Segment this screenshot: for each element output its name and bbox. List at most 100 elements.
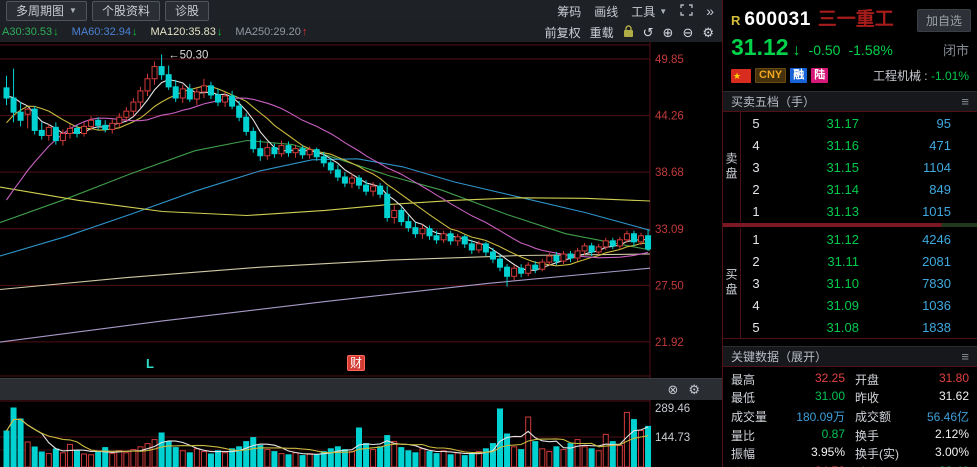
volume: 1838 xyxy=(922,319,951,335)
candle xyxy=(285,145,292,154)
ask-row-1[interactable]: 1 31.13 1015 xyxy=(741,200,977,222)
market-status: 闭市 xyxy=(942,43,969,58)
undo-icon[interactable]: ↺ xyxy=(642,24,654,40)
level: 4 xyxy=(752,137,760,153)
volume-bar xyxy=(257,445,264,467)
industry-quote[interactable]: 工程机械 : -1.01% xyxy=(872,69,969,83)
candle xyxy=(66,127,73,134)
tab-2[interactable]: 个股资料 xyxy=(91,1,160,21)
candle xyxy=(581,245,588,252)
tool-1[interactable]: 筹码 xyxy=(557,4,582,19)
candle xyxy=(475,243,482,251)
bid-row-2[interactable]: 2 31.11 2081 xyxy=(741,250,977,272)
volume: 2081 xyxy=(922,253,951,269)
candle xyxy=(341,176,348,184)
key-data-cell: 换手(实) 3.00% xyxy=(855,445,969,462)
candle xyxy=(356,177,362,186)
zoom-in-icon[interactable]: ⊕ xyxy=(662,24,674,40)
ma-arrow-icon: ↓ xyxy=(131,26,138,38)
volume-bar xyxy=(179,450,186,467)
candle xyxy=(645,235,652,250)
tab-1[interactable]: 多周期图 ▼ xyxy=(6,1,87,21)
candle xyxy=(95,119,102,126)
tab-3[interactable]: 诊股 xyxy=(164,1,209,21)
key-data-row-3: 成交量 180.09万 成交额 56.46亿 xyxy=(731,407,969,426)
ask-row-3[interactable]: 3 31.15 1104 xyxy=(741,156,977,178)
adjust-mode-button[interactable]: 前复权 xyxy=(544,25,581,40)
volume-bar xyxy=(186,452,193,467)
volume: 1015 xyxy=(922,203,951,219)
volume: 471 xyxy=(929,137,951,153)
candle xyxy=(638,235,644,243)
zoom-out-icon[interactable]: ⊖ xyxy=(682,24,694,40)
badge-陆: 陆 xyxy=(811,68,829,83)
close-indicator-icon[interactable]: ⊗ xyxy=(667,381,679,397)
key-label: 最低 xyxy=(731,391,756,406)
ask-row-4[interactable]: 4 31.16 471 xyxy=(741,134,977,156)
candle xyxy=(363,184,370,192)
finance-event-badge[interactable]: 财 xyxy=(347,355,366,371)
tool-2[interactable]: 画线 xyxy=(594,4,619,19)
chart-tabs: 多周期图 ▼ 个股资料 诊股 xyxy=(6,1,209,21)
candle xyxy=(504,266,511,277)
price-row: 31.12 ↓ -0.50 -1.58% 闭市 xyxy=(723,32,977,61)
candle xyxy=(179,88,186,99)
fullscreen-icon[interactable] xyxy=(680,3,693,19)
price-axis-label: 27.50 xyxy=(655,280,684,292)
reload-button[interactable]: 重载 xyxy=(589,25,614,40)
ma10-line xyxy=(6,85,649,267)
volume-bar xyxy=(454,452,461,467)
volume-bar xyxy=(130,449,137,467)
volume-bar xyxy=(412,452,419,467)
bid-row-4[interactable]: 4 31.09 1036 xyxy=(741,294,977,316)
volume-bar xyxy=(546,451,553,467)
candlestick-chart[interactable]: 49.85 44.26 38.68 33.09 27.50 21.92 ←50.30 xyxy=(0,42,722,378)
candle xyxy=(539,261,546,270)
volume: 1036 xyxy=(922,297,951,313)
chart-toolbar: 多周期图 ▼ 个股资料 诊股 筹码 画线 工具 ▼ » xyxy=(0,0,722,22)
badge-融: 融 xyxy=(790,68,808,83)
tool-3[interactable]: 工具 ▼ xyxy=(631,4,668,19)
key-data-header: 关键数据（展开） ≡ xyxy=(723,346,977,367)
volume-bar xyxy=(215,450,221,467)
cn-flag-icon: ★ xyxy=(731,68,751,83)
key-value: 32.25 xyxy=(814,370,845,385)
volume-axis-label: 289.46 xyxy=(655,403,690,415)
ma-label-2: MA60:32.94 ↓ xyxy=(72,26,138,38)
volume-bar xyxy=(581,446,588,467)
ma-bar: A30:30.53 ↓ MA60:32.94 ↓ MA120:35.83 ↓ MA250:2… xyxy=(0,22,722,42)
candle xyxy=(52,126,59,142)
lock-icon[interactable] xyxy=(623,24,634,40)
key-label: 涨停 xyxy=(731,464,755,467)
key-data-cell: 最低 31.00 xyxy=(731,389,845,406)
bid-side: 买盘 1 31.12 4246 2 31.11 2081 3 31.10 7830 4 31.09 1… xyxy=(723,228,977,339)
volume-bar xyxy=(363,443,370,467)
order-book-menu-icon[interactable]: ≡ xyxy=(961,94,969,109)
candle xyxy=(165,74,172,88)
ask-row-2[interactable]: 2 31.14 849 xyxy=(741,178,977,200)
gear-icon[interactable]: ⚙ xyxy=(702,24,714,40)
more-tools-icon[interactable]: » xyxy=(706,3,714,19)
ask-row-5[interactable]: 5 31.17 95 xyxy=(741,112,977,134)
volume-bar xyxy=(88,454,95,467)
volume-bar xyxy=(370,449,377,467)
volume-bar xyxy=(236,446,243,467)
candle xyxy=(74,127,80,134)
indicator-settings-icon[interactable]: ⚙ xyxy=(688,381,700,397)
candle xyxy=(384,193,391,219)
volume-bar xyxy=(278,453,285,467)
bid-row-1[interactable]: 1 31.12 4246 xyxy=(741,228,977,250)
candle xyxy=(130,101,137,112)
bid-row-5[interactable]: 5 31.08 1838 xyxy=(741,316,977,338)
candle xyxy=(426,228,433,237)
volume-chart[interactable]: 289.46 144.73 xyxy=(0,400,722,467)
key-data-menu-icon[interactable]: ≡ xyxy=(961,349,969,364)
key-data-title[interactable]: 关键数据（展开） xyxy=(731,350,828,364)
bid-row-3[interactable]: 3 31.10 7830 xyxy=(741,272,977,294)
volume-bar xyxy=(560,449,567,467)
key-data-cell: 最高 32.25 xyxy=(731,371,845,388)
key-value: 180.09万 xyxy=(796,409,845,424)
candle xyxy=(616,239,623,247)
add-watchlist-button[interactable]: 加自选 xyxy=(916,9,971,32)
key-label: 换手 xyxy=(855,428,880,443)
